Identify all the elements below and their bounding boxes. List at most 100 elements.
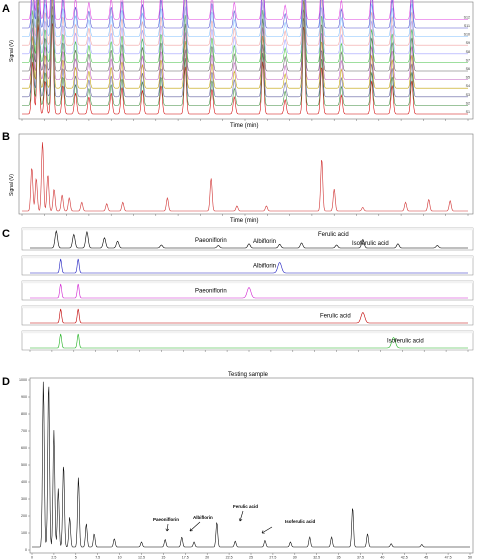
panel-d-title: Testing sample <box>228 372 269 378</box>
panel-a-legend-entry: S1 <box>466 110 470 114</box>
panel-a-series-line <box>22 5 468 98</box>
arrowhead-icon <box>165 528 170 532</box>
panel-c-track-header <box>22 256 473 259</box>
panel-d-y-tick-label: 300 <box>21 497 27 501</box>
panel-d-x-tick-label: 47.5 <box>445 556 452 559</box>
panel-c-compound-label: Albiflorin <box>253 239 276 245</box>
panel-d-compound-label: Ferulic acid <box>233 504 258 509</box>
panel-d-compound-label: Albiflorin <box>193 515 213 520</box>
panel-c-track-label: Ferulic acid <box>320 314 351 320</box>
panel-d-y-tick-label: 1000 <box>19 378 27 382</box>
panel-d-x-tick-label: 22.5 <box>226 556 233 559</box>
panel-c-track-header <box>22 306 473 309</box>
panel-b-frame <box>18 133 474 215</box>
panel-a-series-line <box>22 0 468 29</box>
panel-d-x-tick-label: 37.5 <box>357 556 364 559</box>
panel-d-y-tick-label: 600 <box>21 446 27 450</box>
panel-c-track-line <box>30 229 468 249</box>
arrowhead-icon <box>189 528 193 532</box>
panel-a-xlabel: Time (min) <box>230 123 258 129</box>
panel-d-y-tick-label: 400 <box>21 480 27 484</box>
panel-a-series-line <box>22 0 468 63</box>
panel-a-legend-entry: S2 <box>466 101 470 105</box>
panel-b-series-line <box>22 142 468 212</box>
panel-label-c: C <box>2 228 10 240</box>
panel-c-track-frame <box>21 305 474 326</box>
panel-d-x-tick-label: 20 <box>205 556 209 559</box>
panel-d-x-tick-label: 7.5 <box>95 556 100 559</box>
arrowhead-icon <box>261 530 265 534</box>
panel-a-series-line <box>22 23 468 115</box>
panel-label-d: D <box>2 376 10 388</box>
panel-label-a: A <box>2 3 10 15</box>
panel-b-traces <box>21 142 469 216</box>
panel-c-track-frame <box>21 255 474 276</box>
panel-d-annotation-arrow <box>166 523 169 532</box>
panel-a-legend-entry: S7 <box>466 58 470 62</box>
panel-d-x-tick-label: 10 <box>118 556 122 559</box>
panel-d-frame <box>29 377 474 554</box>
panel-a-legend-entry: S3 <box>466 93 470 97</box>
panel-a-chart: Signal (V) Time (min) S1 S2 S3 S4 S5 S6 S7 S8 S9… <box>9 0 474 129</box>
panel-c-track-header <box>22 331 473 334</box>
panel-c-compound-label: Paeoniflorin <box>195 238 227 244</box>
panel-c-track-line <box>30 333 468 349</box>
panel-b-chart: Signal (V) Time (min) <box>9 133 474 224</box>
panel-d-y-tick-label: 500 <box>21 463 27 467</box>
panel-c-track-line <box>30 258 468 274</box>
panel-a-ylabel: Signal (V) <box>9 40 15 62</box>
panel-d-compound-label: Paeoniflorin <box>153 517 179 522</box>
panel-c-compound-label: Ferulic acid <box>318 232 349 238</box>
panel-a-frame <box>18 1 474 120</box>
panel-d-annotation-arrow <box>261 526 273 534</box>
panel-d-y-tick-label: 100 <box>21 531 27 535</box>
panel-d-y-tick-label: 0 <box>25 548 27 552</box>
panel-d-x-tick-label: 15 <box>161 556 165 559</box>
panel-a-legend-entry: S4 <box>466 84 470 88</box>
panel-a-legend-entry: S5 <box>466 76 470 80</box>
panel-d-y-tick-label: 800 <box>21 412 27 416</box>
panel-d-x-tick-label: 0 <box>31 556 33 559</box>
panel-a-series-line <box>22 0 468 46</box>
panel-d-series-line <box>32 381 470 548</box>
panel-a-series-line <box>22 0 468 89</box>
panel-a-legend-entry: S12 <box>464 15 470 19</box>
panel-a-legend-entry: S6 <box>466 67 470 71</box>
panel-d-x-tick-label: 50 <box>468 556 472 559</box>
panel-a-series-line <box>22 0 468 80</box>
panel-d-y-tick-label: 200 <box>21 514 27 518</box>
panel-d-x-tick-label: 30 <box>293 556 297 559</box>
panel-d-axes: 0 100 200 300 400 500 600 700 800 900 1000 0 2.5 5 7.5… <box>19 378 472 559</box>
panel-d-y-tick-label: 700 <box>21 429 27 433</box>
panel-a-series-line <box>22 0 468 72</box>
panel-a-traces: S1 S2 S3 S4 S5 S6 S7 S8 S9 S10 S11 S12 <box>21 0 470 121</box>
panel-a-legend-entry: S11 <box>464 24 470 28</box>
panel-b-xlabel: Time (min) <box>230 218 258 224</box>
panel-b-ylabel: Signal (V) <box>9 174 15 196</box>
panel-d-x-tick-label: 32.5 <box>313 556 320 559</box>
panel-c-track-label: Paeoniflorin <box>195 289 227 295</box>
panel-d-x-tick-label: 17.5 <box>182 556 189 559</box>
panel-d-x-tick-label: 35 <box>337 556 341 559</box>
panel-d-trace: Paeoniflorin Albiflorin Ferulic acid Isofer… <box>32 381 470 548</box>
panel-a-legend-entry: S9 <box>466 41 470 45</box>
panel-c-track-header <box>22 228 473 231</box>
panel-a-series-line <box>22 0 468 37</box>
panel-d-x-tick-label: 27.5 <box>269 556 276 559</box>
panel-a-series-line <box>22 14 468 106</box>
panel-d-x-tick-label: 2.5 <box>51 556 56 559</box>
arrowhead-icon <box>238 518 243 522</box>
panel-d-annotation-arrow <box>239 510 244 522</box>
panel-d-x-tick-label: 42.5 <box>401 556 408 559</box>
panel-d-x-tick-label: 25 <box>249 556 253 559</box>
panel-a-legend-entry: S10 <box>464 33 470 37</box>
panel-d-x-tick-label: 40 <box>380 556 384 559</box>
panel-d-compound-label: Isoferulic acid <box>285 519 316 524</box>
panel-d-x-tick-label: 5 <box>75 556 77 559</box>
panel-c-track-label: Albiflorin <box>253 264 276 270</box>
panel-d-chart: Testing sample 0100200300400500600700800… <box>19 372 474 559</box>
panel-a-series-line <box>22 0 468 55</box>
panel-label-b: B <box>2 131 10 143</box>
